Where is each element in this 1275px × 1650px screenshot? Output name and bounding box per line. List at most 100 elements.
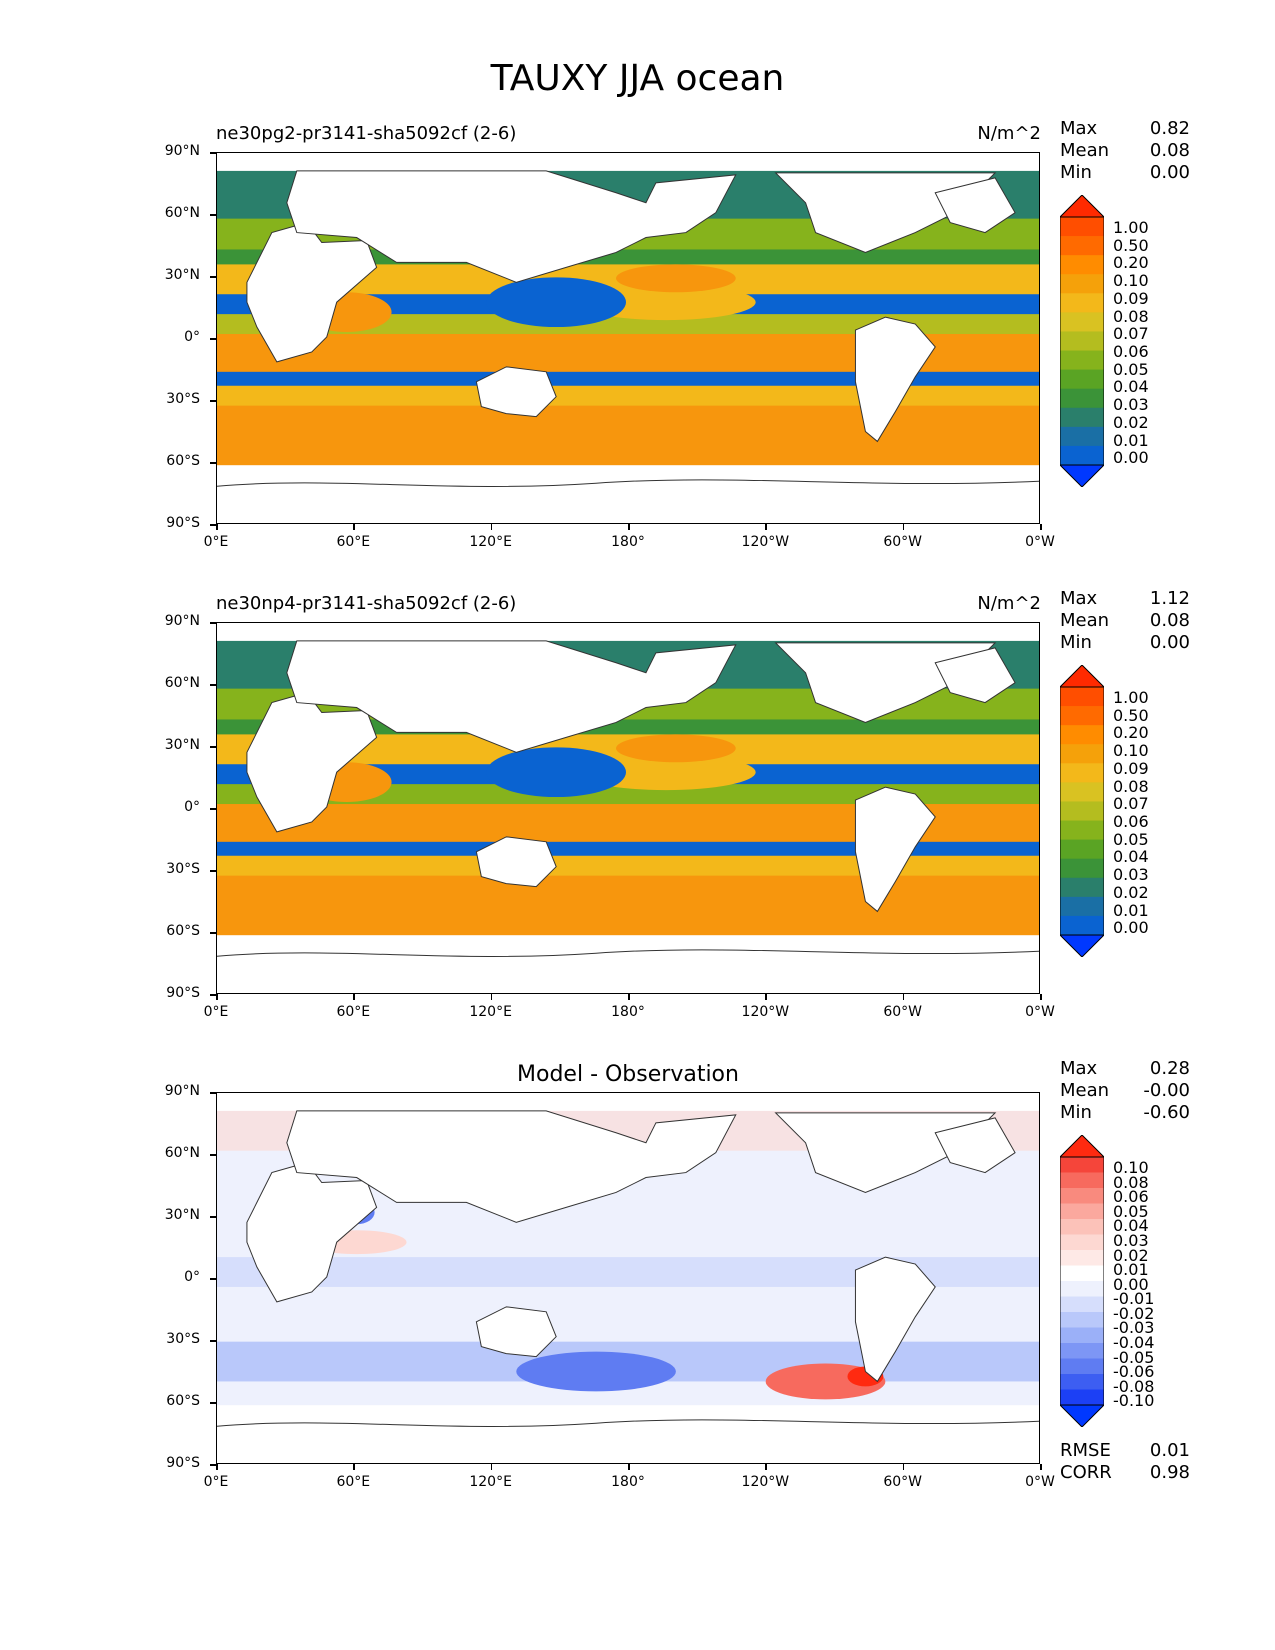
colorbar-segment xyxy=(1060,331,1104,352)
y-tick-label: 30°N xyxy=(164,267,200,283)
colorbar-segment xyxy=(1060,255,1104,275)
panel-model-np4: ne30np4-pr3141-sha5092cf (2-6) N/m^2 xyxy=(0,470,1275,994)
y-tick-label: 60°N xyxy=(164,1145,200,1161)
colorbar-tick-label: 0.08 xyxy=(1113,1172,1149,1192)
antarctica xyxy=(217,1405,1039,1463)
y-tick-mark xyxy=(210,462,216,464)
colorbar-tick-label: -0.04 xyxy=(1113,1333,1155,1353)
x-tick-label: 60°E xyxy=(336,1004,371,1020)
colorbar-tick-label: 0.02 xyxy=(1113,882,1149,902)
y-tick-mark xyxy=(210,338,216,340)
colorbar-segment xyxy=(1060,744,1104,764)
colorbar-tick-label: 0.07 xyxy=(1113,794,1149,814)
panel-title: ne30np4-pr3141-sha5092cf (2-6) xyxy=(216,593,517,614)
colorbar-tick-label: 0.06 xyxy=(1113,342,1149,361)
x-tick-label: 60°E xyxy=(336,534,371,550)
trades-transition xyxy=(217,312,1039,335)
panel-stats: Max 0.82 Mean 0.08 Min 0.00 xyxy=(1060,118,1190,184)
x-tick-mark xyxy=(1040,994,1042,1000)
colorbar-extend-max xyxy=(1058,664,1106,688)
y-tick-label: 0° xyxy=(184,1269,200,1285)
panel-title: Model - Observation xyxy=(517,1062,739,1087)
colorbar-segment xyxy=(1060,369,1104,390)
x-tick-mark xyxy=(628,1464,630,1470)
colorbar-tick-label: 0.02 xyxy=(1113,412,1149,432)
colorbar-segment xyxy=(1060,426,1104,447)
colorbar-segment xyxy=(1060,407,1104,428)
colorbar-segment xyxy=(1060,1296,1104,1313)
x-tick-mark xyxy=(765,1464,767,1470)
colorbar-segment xyxy=(1060,1234,1104,1251)
colorbar-tick-label: 1.00 xyxy=(1113,688,1149,707)
southern-transition-band xyxy=(217,853,1039,876)
x-tick-mark xyxy=(902,524,905,530)
x-tick-label: 180° xyxy=(611,1004,645,1020)
y-tick-label: 90°N xyxy=(164,143,200,159)
colorbar-segment xyxy=(1060,388,1104,409)
colorbar-tick-label: 1.00 xyxy=(1113,218,1149,237)
subtropical-low-band xyxy=(217,369,1039,386)
southern-ocean-band xyxy=(217,873,1039,936)
colorbar-segment xyxy=(1060,820,1104,841)
y-tick-label: 60°S xyxy=(166,1393,200,1409)
panel-model-pg2: ne30pg2-pr3141-sha5092cf (2-6) N/m^2 xyxy=(0,0,1275,524)
colorbar-segment xyxy=(1060,915,1104,936)
colorbar-segment xyxy=(1060,1203,1104,1220)
y-tick-label: 90°N xyxy=(164,613,200,629)
y-tick-label: 30°S xyxy=(166,1331,200,1347)
colorbar-tick-label: 0.04 xyxy=(1113,1216,1149,1236)
australia xyxy=(475,366,557,418)
south-america xyxy=(854,786,936,913)
x-tick-mark xyxy=(628,994,630,1000)
x-tick-mark xyxy=(1040,1464,1042,1470)
stat-min: Min 0.00 xyxy=(1060,162,1190,183)
error-metrics: RMSE 0.01 CORR 0.98 xyxy=(1060,1440,1190,1484)
x-tick-label: 120°W xyxy=(741,1474,790,1490)
y-tick-label: 90°S xyxy=(166,515,200,531)
figure-title: TAUXY JJA ocean xyxy=(490,58,785,99)
y-tick-label: 0° xyxy=(184,799,200,815)
colorbar-segment xyxy=(1060,839,1104,860)
antarctic-coastline xyxy=(217,479,1039,487)
colorbar-tick-label: -0.02 xyxy=(1113,1303,1155,1323)
colorbar-tick-label: 0.02 xyxy=(1113,1245,1149,1265)
y-tick-mark xyxy=(210,746,216,748)
colorbar-tick-label: 0.00 xyxy=(1113,918,1149,938)
colorbar-tick-label: 0.20 xyxy=(1113,723,1149,743)
y-tick-label: 60°S xyxy=(166,453,200,469)
y-tick-label: 30°N xyxy=(164,737,200,753)
colorbar-tick-label: 0.01 xyxy=(1113,1260,1149,1280)
colorbar-tick-label: 0.00 xyxy=(1113,1274,1149,1294)
stat-max: Max 0.28 xyxy=(1060,1058,1190,1079)
colorbar-segment xyxy=(1060,445,1104,466)
colorbar-tick-label: 0.01 xyxy=(1113,430,1149,450)
colorbar-segment xyxy=(1060,236,1104,256)
x-tick-label: 180° xyxy=(611,534,645,550)
colorbar-segment xyxy=(1060,1389,1104,1406)
antarctic-coastline xyxy=(217,1419,1039,1427)
x-tick-mark xyxy=(490,994,493,1000)
y-tick-mark xyxy=(210,1216,216,1218)
y-tick-mark xyxy=(210,1092,216,1094)
colorbar-segment xyxy=(1060,706,1104,726)
colorbar-segment xyxy=(1060,1374,1104,1390)
colorbar-tick-label: 0.03 xyxy=(1113,395,1149,415)
colorbar-segment xyxy=(1060,1219,1104,1235)
y-tick-label: 60°N xyxy=(164,205,200,221)
x-tick-label: 60°E xyxy=(336,1474,371,1490)
colorbar-segment xyxy=(1060,312,1104,332)
australia xyxy=(475,1306,557,1358)
y-tick-mark xyxy=(210,808,216,810)
x-tick-label: 120°E xyxy=(469,1474,512,1490)
colorbar-extend-max xyxy=(1058,194,1106,218)
colorbar-segment xyxy=(1060,274,1104,294)
y-tick-mark xyxy=(210,1464,216,1466)
antarctica xyxy=(217,465,1039,523)
x-tick-label: 120°E xyxy=(469,534,512,550)
africa xyxy=(246,1162,378,1303)
colorbar-tick-label: 0.50 xyxy=(1113,235,1149,255)
warm-pool-low-patch xyxy=(486,277,627,328)
stat-min: Min 0.00 xyxy=(1060,632,1190,653)
colorbar-tick-label: -0.08 xyxy=(1113,1376,1155,1396)
colorbar-tick-label: 0.10 xyxy=(1113,271,1149,291)
